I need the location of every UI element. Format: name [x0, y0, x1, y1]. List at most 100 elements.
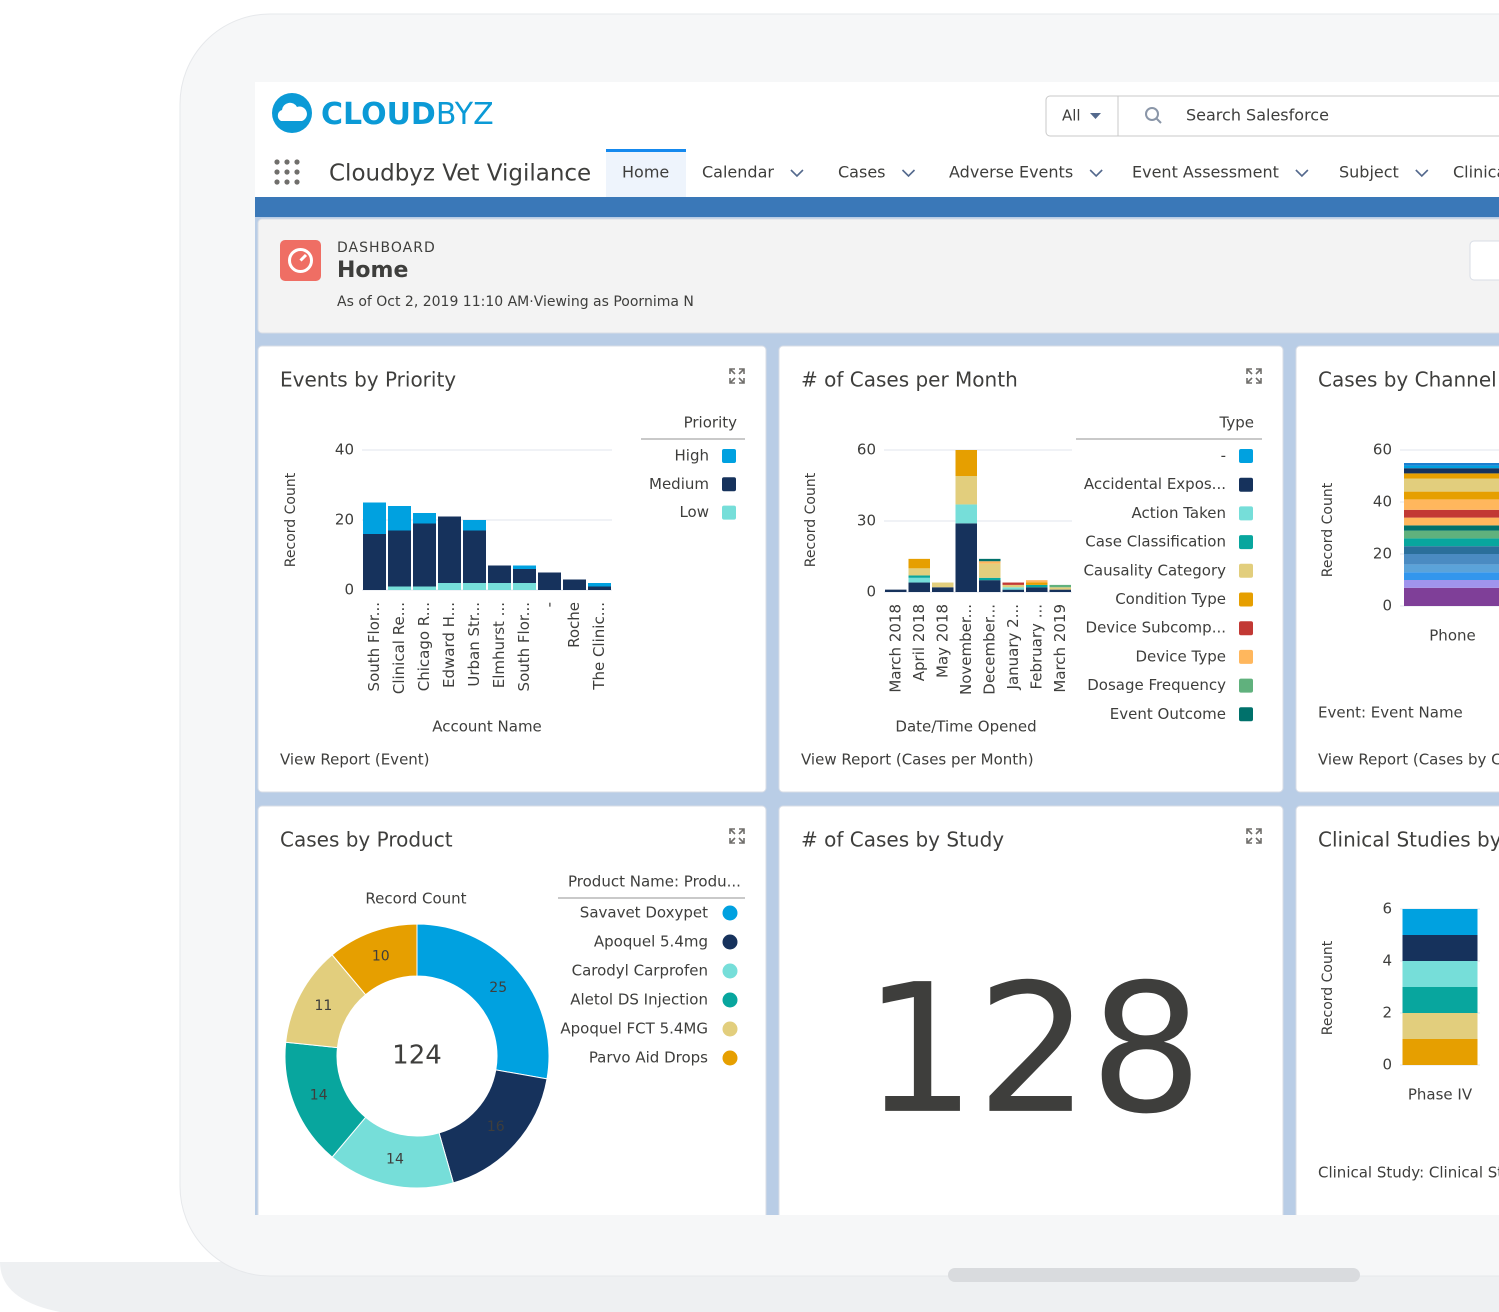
- nav-tab[interactable]: Clinica: [1453, 163, 1499, 182]
- legend-title: Event: Event Name: [1318, 704, 1463, 722]
- donut-slice: [416, 923, 550, 1080]
- x-tick-label: Roche: [565, 602, 583, 648]
- bar-segment: [1402, 935, 1478, 961]
- legend-swatch: [1239, 563, 1253, 578]
- bar-segment: [1404, 509, 1499, 518]
- widget-title: # of Cases per Month: [801, 368, 1018, 392]
- bar-segment: [1026, 584, 1048, 588]
- bar-segment: [1404, 530, 1499, 539]
- legend-label: Aletol DS Injection: [570, 991, 708, 1009]
- legend-swatch: [1239, 707, 1253, 722]
- tab-chevron[interactable]: [901, 169, 916, 178]
- expand-icon[interactable]: [729, 828, 745, 844]
- y-tick-label: 60: [857, 441, 876, 459]
- bar-segment: [908, 577, 930, 583]
- expand-icon[interactable]: [1246, 828, 1262, 844]
- x-tick-label: Elmhurst ...: [490, 602, 508, 688]
- bar-segment: [488, 565, 511, 583]
- nav-tab[interactable]: Cases: [838, 163, 886, 182]
- tab-chevron[interactable]: [1295, 169, 1309, 178]
- legend-label: Apoquel FCT 5.4MG: [560, 1020, 708, 1038]
- legend-label: Dosage Frequency: [1087, 676, 1226, 694]
- nav-tab[interactable]: Home: [622, 163, 669, 182]
- view-report-link[interactable]: View Report (Cases per Month): [801, 751, 1034, 769]
- bar-segment: [955, 504, 977, 524]
- nav-tab[interactable]: Subject: [1339, 163, 1399, 182]
- nav-tab[interactable]: Calendar: [702, 163, 774, 182]
- logo-cloud: [277, 102, 307, 121]
- x-tick-label: April 2018: [910, 604, 928, 681]
- y-tick-label: 0: [866, 583, 876, 601]
- legend-swatch: [722, 934, 738, 950]
- search-box[interactable]: [1045, 95, 1499, 137]
- slice-label: 14: [310, 1088, 328, 1104]
- bar-segment: [1404, 499, 1499, 510]
- search-placeholder[interactable]: Search Salesforce: [1186, 106, 1329, 125]
- bar-segment: [1402, 1039, 1478, 1065]
- app-name: Cloudbyz Vet Vigilance: [329, 161, 591, 187]
- x-axis-label: Account Name: [432, 718, 542, 736]
- x-tick-label: -: [540, 602, 558, 607]
- bar-segment: [463, 583, 486, 590]
- legend-label: Medium: [649, 475, 709, 493]
- bar-segment: [1026, 587, 1048, 592]
- y-tick-label: 6: [1382, 900, 1392, 918]
- legend-label: Event Outcome: [1110, 705, 1226, 723]
- view-report-link[interactable]: View Report (Event): [280, 751, 430, 769]
- nav-tab[interactable]: Event Assessment: [1132, 163, 1279, 182]
- app-launcher[interactable]: [274, 159, 300, 185]
- tab-chevron[interactable]: [1089, 169, 1103, 178]
- bar-segment: [513, 583, 536, 590]
- legend-label: High: [675, 447, 709, 465]
- legend-swatch: [722, 449, 736, 463]
- y-tick-label: 4: [1382, 952, 1392, 970]
- widget-card: [778, 345, 1284, 793]
- bar-segment: [1404, 587, 1499, 606]
- y-tick-label: 40: [1373, 493, 1392, 511]
- bar-segment: [1002, 589, 1024, 592]
- tab-chevron[interactable]: [790, 169, 804, 178]
- bar-segment: [463, 530, 486, 583]
- slice-label: 25: [489, 980, 507, 996]
- legend-swatch: [722, 505, 736, 520]
- bar-segment: [1002, 582, 1024, 585]
- search-scope[interactable]: All: [1062, 107, 1081, 125]
- view-report-link[interactable]: View Report (Cases by Ch: [1318, 751, 1499, 769]
- slice-label: 14: [386, 1152, 404, 1168]
- x-tick-label: December...: [980, 604, 998, 695]
- x-tick-label: Phase IV: [1408, 1086, 1473, 1104]
- bar-segment: [388, 506, 411, 531]
- bar-segment: [1402, 1013, 1478, 1039]
- legend-swatch: [1239, 477, 1253, 492]
- x-tick-label: February ...: [1027, 604, 1045, 690]
- x-tick-label: Urban Str...: [465, 602, 483, 687]
- bar-segment: [1404, 572, 1499, 580]
- gauge-needle: [299, 253, 308, 262]
- tab-chevron[interactable]: [1415, 169, 1429, 178]
- bar-segment: [1404, 538, 1499, 547]
- legend-swatch: [722, 477, 736, 492]
- widget-title: Events by Priority: [280, 368, 456, 392]
- y-tick-label: 20: [335, 511, 354, 529]
- bar-segment: [979, 558, 1001, 562]
- y-axis-label: Record Count: [283, 472, 299, 567]
- header-button[interactable]: [1469, 240, 1499, 281]
- widget-card: [778, 805, 1284, 1215]
- x-tick-label: Edward H...: [440, 602, 458, 688]
- y-tick-label: 30: [857, 512, 876, 530]
- y-axis-label: Record Count: [803, 472, 819, 567]
- bar-segment: [588, 583, 611, 587]
- bar-segment: [513, 569, 536, 583]
- bar-segment: [438, 583, 461, 590]
- legend-label: Apoquel 5.4mg: [594, 933, 708, 951]
- bar-segment: [932, 582, 954, 588]
- legend-label: Action Taken: [1131, 504, 1226, 522]
- x-tick-label: Chicago R...: [415, 602, 433, 691]
- expand-icon[interactable]: [1246, 368, 1262, 384]
- nav-tab[interactable]: Adverse Events: [949, 163, 1073, 182]
- expand-icon[interactable]: [729, 368, 745, 384]
- legend-label: Condition Type: [1115, 590, 1226, 608]
- legend-swatch: [1239, 621, 1253, 636]
- bar-segment: [979, 563, 1001, 578]
- widget-card: [1295, 805, 1499, 1215]
